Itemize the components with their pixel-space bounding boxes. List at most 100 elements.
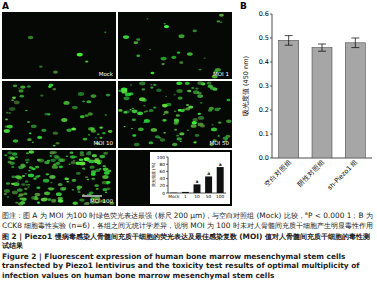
cell (195, 134, 199, 137)
cell (13, 84, 18, 87)
cell (64, 177, 69, 180)
tick-label: 20 (160, 183, 166, 188)
tick-label: 0 (162, 191, 165, 196)
category-label: Mock (168, 194, 180, 199)
category-label: 100 (216, 194, 224, 199)
cell (21, 183, 26, 186)
cell (27, 85, 31, 88)
fluorescence-image (2, 81, 116, 148)
cell (15, 156, 18, 158)
cell (35, 166, 39, 169)
cell (6, 182, 10, 185)
category-label: 1 (184, 194, 187, 199)
inset-bg (150, 152, 230, 204)
cell (95, 137, 97, 138)
tick (270, 14, 272, 15)
cell (132, 110, 138, 114)
tick-label: 40 (160, 176, 166, 181)
cell (192, 121, 197, 124)
cell (37, 136, 42, 139)
cell (132, 134, 136, 136)
cell (70, 155, 76, 159)
panel-label: A (2, 1, 9, 11)
cell (149, 49, 151, 50)
cell (123, 111, 127, 114)
cell (25, 110, 27, 112)
cell (150, 84, 152, 85)
cell (49, 187, 54, 190)
cell (103, 167, 109, 171)
cell (163, 132, 166, 134)
cell (27, 186, 30, 188)
cells (118, 81, 231, 146)
cell (164, 111, 169, 114)
cell (72, 179, 77, 182)
cell (218, 122, 222, 124)
category-label: sh-Piezo1 组 (326, 158, 360, 192)
cell (29, 132, 32, 134)
cell (69, 164, 71, 165)
cell (146, 18, 148, 19)
note-sup: a (305, 210, 308, 216)
cell (52, 88, 56, 90)
error-bar (318, 44, 326, 51)
cell (59, 166, 63, 169)
cell (31, 124, 37, 128)
cell (47, 198, 51, 201)
cell (99, 137, 102, 139)
cell (91, 129, 97, 132)
cell (179, 61, 183, 64)
cell (61, 118, 67, 122)
cell (148, 141, 153, 144)
cell (204, 57, 206, 58)
cell (28, 173, 34, 177)
cell (160, 138, 166, 142)
cell (57, 164, 59, 165)
cell (211, 128, 217, 132)
cell (58, 183, 63, 186)
cell (187, 52, 193, 56)
bar (345, 43, 365, 158)
tick (166, 178, 168, 179)
cell (51, 200, 56, 203)
cell (6, 112, 9, 114)
cell (83, 168, 85, 170)
bar (170, 192, 177, 193)
y-axis (168, 157, 169, 193)
cell (174, 110, 176, 112)
image-label: MOI 50 (210, 140, 230, 146)
cell (72, 189, 75, 191)
bar (182, 192, 189, 193)
tick (166, 185, 168, 186)
cell (174, 129, 177, 131)
cell (20, 163, 25, 166)
cell (174, 119, 179, 122)
cell (53, 145, 56, 147)
category-label: 50 (206, 194, 212, 199)
cell (28, 184, 30, 185)
panel-label: B (240, 1, 247, 11)
cell (11, 183, 15, 185)
cell (9, 107, 15, 111)
cell (14, 101, 20, 105)
cell (106, 94, 111, 97)
cell (188, 105, 193, 108)
tick-label: 0.4 (259, 58, 269, 66)
significance: a (207, 171, 210, 176)
tick (270, 62, 272, 63)
category-label: 10 (194, 194, 200, 199)
cell (94, 184, 99, 187)
cell (163, 114, 165, 116)
cell (121, 89, 127, 93)
tick (270, 134, 272, 135)
cell (158, 137, 161, 139)
cell (11, 166, 14, 168)
cell (136, 38, 140, 41)
cell (29, 166, 33, 169)
cell (82, 100, 85, 102)
cell (11, 99, 14, 101)
bar (279, 40, 299, 158)
tick (270, 86, 272, 87)
cell (195, 87, 199, 89)
cell (123, 35, 129, 39)
